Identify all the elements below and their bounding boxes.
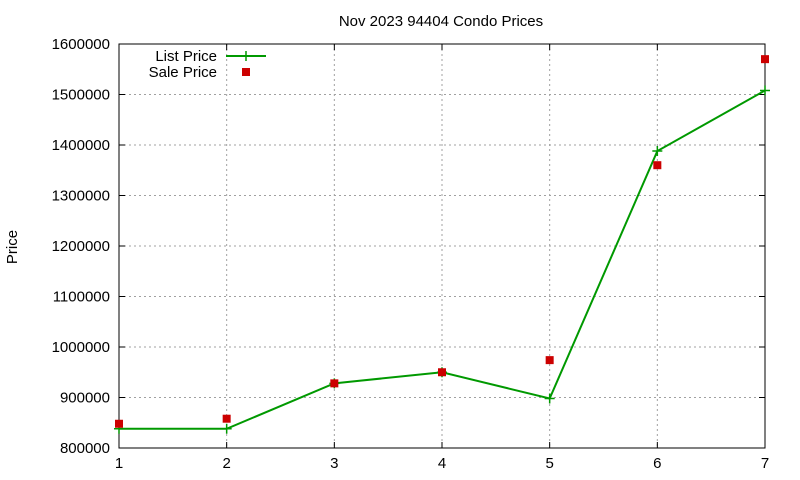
y-tick-label: 1200000 (52, 238, 110, 255)
x-tick-label: 4 (438, 455, 446, 472)
x-tick-label: 1 (115, 455, 123, 472)
y-tick-label: 1600000 (52, 36, 110, 53)
legend-label: List Price (155, 48, 217, 65)
x-tick-label: 2 (222, 455, 230, 472)
y-tick-label: 800000 (60, 440, 110, 457)
y-tick-label: 1400000 (52, 137, 110, 154)
x-tick-label: 3 (330, 455, 338, 472)
y-tick-label: 1500000 (52, 87, 110, 104)
sale-price-point (222, 414, 231, 423)
list-price-point (221, 423, 232, 434)
legend-swatch-marker (242, 68, 250, 76)
sale-price-point (653, 161, 662, 170)
x-tick-label: 7 (761, 455, 769, 472)
list-price-point (544, 393, 555, 404)
series-layer (114, 55, 770, 434)
chart-title: Nov 2023 94404 Condo Prices (339, 13, 543, 30)
grid-layer (119, 44, 765, 448)
legend-swatch-marker (241, 51, 251, 61)
sale-price-point (438, 368, 446, 377)
sale-price-point (115, 419, 123, 428)
legend-label: Sale Price (149, 64, 217, 81)
sale-price-point (330, 379, 339, 388)
sale-price-point (761, 55, 769, 64)
y-tick-label: 1000000 (52, 339, 110, 356)
y-tick-label: 900000 (60, 390, 110, 407)
list-price-point (760, 85, 770, 96)
y-tick-label: 1100000 (53, 289, 110, 306)
x-tick-label: 5 (545, 455, 553, 472)
sale-price-point (545, 356, 554, 365)
list-price-point (652, 146, 663, 157)
y-tick-label: 1300000 (52, 188, 110, 205)
y-axis-label: Price (4, 230, 21, 264)
x-tick-label: 6 (653, 455, 661, 472)
tick-layer: 1 2 3 4 5 6 7 800000 900000 1000000 1100000 1200000… (52, 36, 770, 472)
